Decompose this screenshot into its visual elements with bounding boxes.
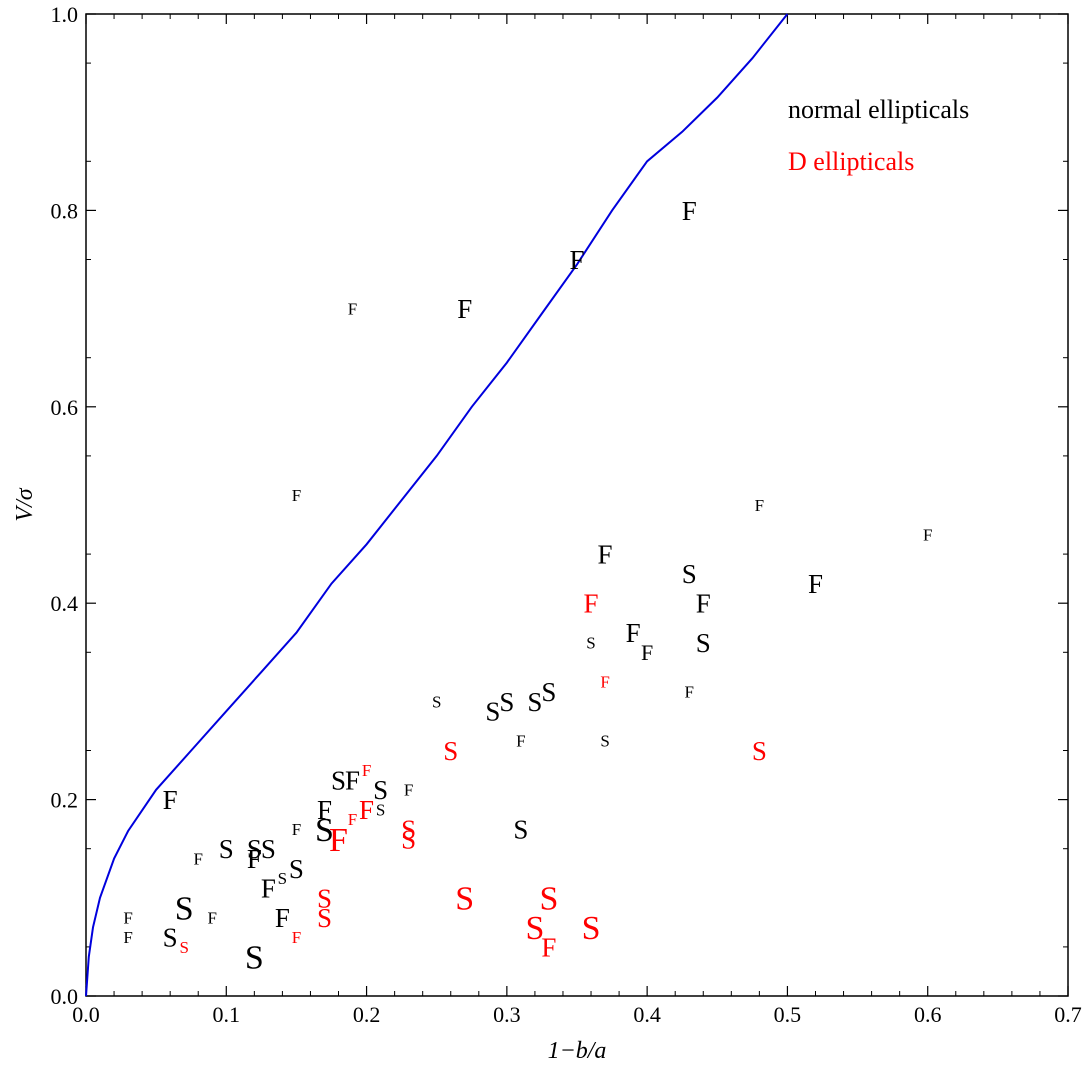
data-point: S — [455, 881, 474, 918]
x-tick-label: 0.4 — [633, 1002, 661, 1027]
data-point: S — [373, 775, 388, 805]
y-axis-label: V/σ — [12, 487, 38, 521]
data-point: S — [696, 628, 711, 658]
data-point: F — [641, 640, 653, 665]
data-point: S — [163, 923, 178, 953]
data-point: S — [539, 881, 558, 918]
data-point: S — [682, 559, 697, 589]
data-point: F — [123, 928, 132, 947]
data-point: F — [247, 844, 262, 874]
data-point: F — [808, 569, 823, 599]
data-point: F — [626, 618, 641, 648]
data-point: F — [696, 589, 711, 619]
x-tick-label: 0.2 — [353, 1002, 381, 1027]
x-tick-label: 0.0 — [72, 1002, 100, 1027]
data-point: S — [513, 815, 528, 845]
data-point: F — [541, 932, 556, 962]
data-point: F — [292, 486, 301, 505]
data-point: F — [348, 300, 357, 319]
data-point: S — [289, 854, 304, 884]
data-point: F — [600, 673, 609, 692]
plot-area: 0.0 0.1 0.2 0.3 0.4 0.5 0.6 0.7 0.0 0.2 0.4 0.6 0.8 1… — [51, 2, 1082, 1027]
theory-curve-line — [85, 13, 789, 997]
data-point: S — [485, 697, 500, 727]
data-point: F — [345, 765, 360, 795]
data-point: S — [527, 687, 542, 717]
y-tick-label: 0.4 — [51, 591, 79, 616]
data-point: S — [499, 687, 514, 717]
data-point: S — [401, 815, 416, 845]
data-point: S — [432, 692, 441, 711]
data-point: F — [755, 496, 764, 515]
data-point: F — [516, 732, 525, 751]
data-point: S — [401, 824, 416, 854]
data-point: S — [541, 677, 556, 707]
data-point: F — [208, 908, 217, 927]
data-point: F — [359, 795, 374, 825]
data-point: S — [175, 891, 194, 928]
data-point: F — [404, 781, 413, 800]
data-point: F — [348, 810, 357, 829]
y-tick-label: 0.8 — [51, 198, 79, 223]
data-point: S — [443, 736, 458, 766]
data-point: F — [569, 245, 584, 275]
data-point: S — [278, 869, 287, 888]
data-point: S — [376, 800, 385, 819]
x-tick-label: 0.5 — [774, 1002, 802, 1027]
data-point: F — [261, 873, 276, 903]
data-point: S — [752, 736, 767, 766]
data-point: S — [600, 732, 609, 751]
data-point: S — [317, 883, 332, 913]
x-axis-label: 1−b/a — [548, 1038, 607, 1064]
y-tick-label: 0.0 — [51, 984, 79, 1009]
x-tick-label: 0.3 — [493, 1002, 521, 1027]
data-point: F — [923, 525, 932, 544]
data-point: S — [317, 903, 332, 933]
data-point: F — [292, 928, 301, 947]
y-tick-label: 1.0 — [51, 2, 79, 27]
data-point: S — [219, 834, 234, 864]
data-point: F — [163, 785, 178, 815]
data-point: S — [245, 940, 264, 977]
data-point: S — [247, 834, 262, 864]
data-point: S — [586, 633, 595, 652]
data-point: F — [317, 795, 332, 825]
data-point: S — [261, 834, 276, 864]
data-point: F — [684, 683, 693, 702]
data-point: S — [315, 812, 334, 849]
data-point: S — [331, 765, 346, 795]
data-point: F — [275, 903, 290, 933]
data-point: F — [598, 540, 613, 570]
data-point: F — [362, 761, 371, 780]
x-tick-label: 0.6 — [914, 1002, 942, 1027]
data-point: F — [457, 294, 472, 324]
y-tick-label: 0.2 — [51, 788, 79, 813]
legend-entry: normal ellipticals — [788, 95, 969, 124]
plot-frame — [85, 13, 1069, 997]
data-point: F — [193, 849, 202, 868]
data-point: F — [292, 820, 301, 839]
x-tick-label: 0.1 — [213, 1002, 241, 1027]
data-point: S — [582, 910, 601, 947]
data-point: S — [525, 910, 544, 947]
x-tick-label: 0.7 — [1054, 1002, 1082, 1027]
data-point: F — [682, 196, 697, 226]
y-tick-label: 0.6 — [51, 395, 79, 420]
data-point: F — [329, 822, 348, 859]
data-point: F — [123, 908, 132, 927]
legend-entry: D ellipticals — [788, 147, 914, 176]
data-point: F — [584, 589, 599, 619]
data-point: S — [179, 938, 188, 957]
